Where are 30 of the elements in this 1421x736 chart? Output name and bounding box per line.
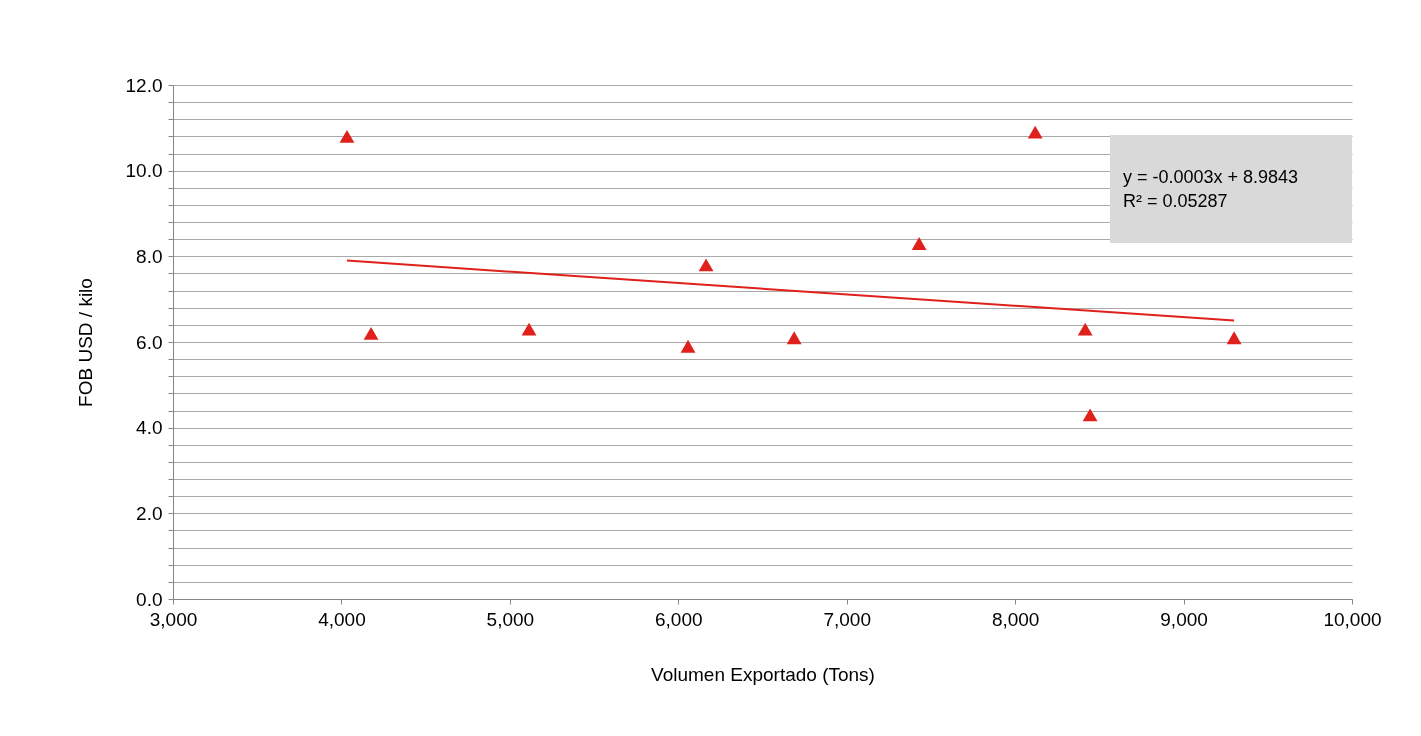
- point: [1077, 322, 1093, 336]
- point: [339, 129, 355, 143]
- y-tick-label: 2.0: [136, 502, 163, 524]
- y-tick-label: 0.0: [136, 588, 163, 610]
- annotation: y = -0.0003x + 8.9843: [1123, 167, 1299, 187]
- x-tick-label: 10,000: [1323, 608, 1382, 630]
- y-tick-label: 6.0: [136, 331, 163, 353]
- x-tick-label: 5,000: [486, 608, 535, 630]
- y-tick-label: 8.0: [136, 245, 163, 267]
- point: [698, 258, 714, 272]
- x-axis-title: Volumen Exportado (Tons): [651, 663, 875, 685]
- x-tick-label: 7,000: [823, 608, 871, 630]
- y-tick-label: 4.0: [136, 417, 163, 439]
- x-tick-label: 4,000: [318, 608, 366, 630]
- point: [680, 339, 696, 353]
- y-tick-label: 12.0: [125, 74, 163, 96]
- point: [786, 331, 802, 345]
- x-tick-label: 9,000: [1160, 608, 1208, 630]
- point: [521, 322, 537, 336]
- y-axis-title: FOB USD / kilo: [74, 278, 96, 407]
- point: [1082, 408, 1098, 422]
- point: [911, 237, 927, 250]
- point: [1027, 125, 1043, 139]
- x-tick-label: 6,000: [655, 608, 703, 630]
- point: [363, 327, 379, 340]
- annotation: R² = 0.05287: [1123, 191, 1228, 211]
- x-tick-label: 3,000: [149, 608, 198, 630]
- point: [1226, 331, 1242, 345]
- x-tick-label: 8,000: [991, 608, 1040, 630]
- y-tick-label: 10.0: [125, 160, 163, 182]
